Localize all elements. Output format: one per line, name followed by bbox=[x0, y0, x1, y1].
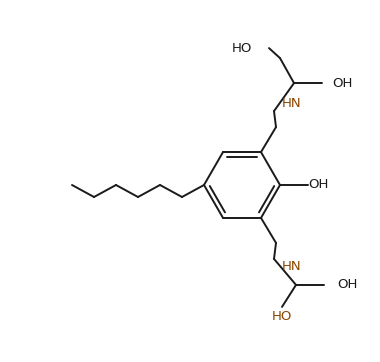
Text: HO: HO bbox=[232, 42, 252, 55]
Text: HN: HN bbox=[282, 260, 302, 273]
Text: OH: OH bbox=[337, 278, 357, 291]
Text: OH: OH bbox=[308, 178, 328, 191]
Text: HO: HO bbox=[272, 310, 292, 323]
Text: HN: HN bbox=[282, 97, 302, 110]
Text: OH: OH bbox=[332, 77, 352, 89]
